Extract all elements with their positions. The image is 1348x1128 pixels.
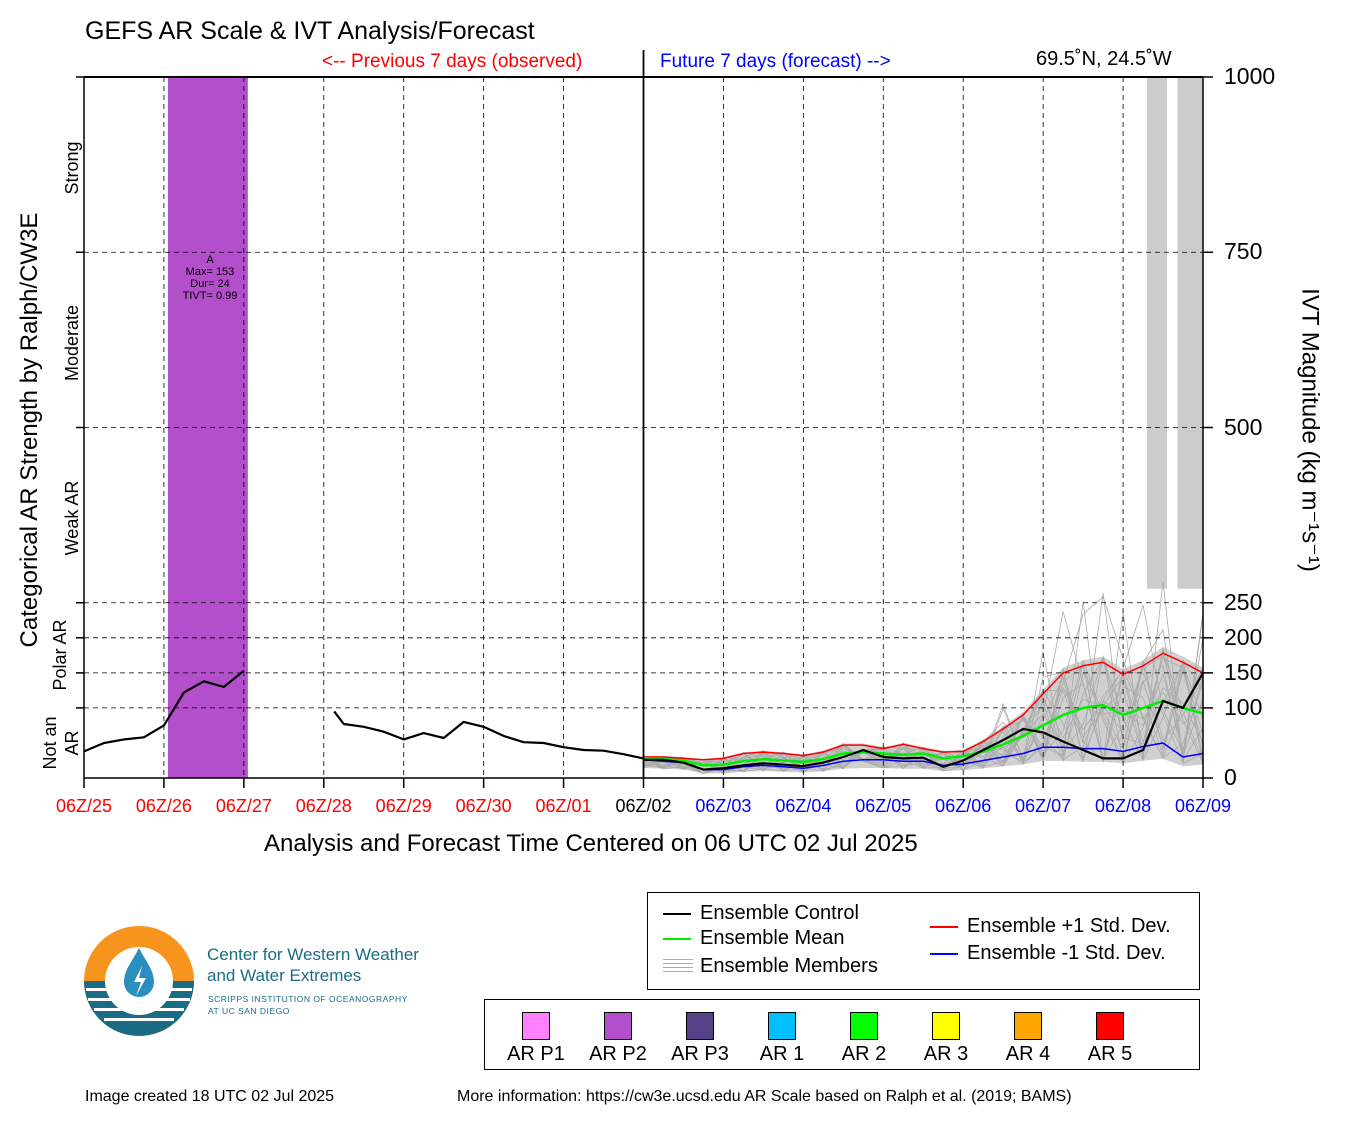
ar-scale-swatch [850,1012,878,1040]
y-tick-label: 750 [1224,238,1263,265]
series-ensemble-1-std-dev--0 [643,742,1204,771]
ar-scale-swatch [1014,1012,1042,1040]
footer-created: Image created 18 UTC 02 Jul 2025 [85,1088,335,1105]
x-tick-label: 06Z/03 [695,796,752,816]
future-period-label: Future 7 days (forecast) --> [660,51,891,72]
logo-line2: and Water Extremes [207,966,362,985]
ar-scale-swatch [686,1012,714,1040]
ar-scale-swatch [1096,1012,1124,1040]
ar-event-line4: TIVT= 0.99 [182,290,238,302]
logo-line1: Center for Western Weather [207,945,419,964]
ar-scale-legend: AR P1 AR P2 AR P3 AR 1 AR 2 AR 3 AR 4 AR 5 [484,999,1200,1070]
y-axis-label-left: Categorical AR Strength by Ralph/CW3E [16,212,43,648]
y-tick-label: 500 [1224,413,1263,440]
cw3e-logo [84,926,194,1036]
ar-scale-swatch [768,1012,796,1040]
series-ensemble-mean-0 [643,699,1204,767]
category-not-an-ar-1: Not an [40,716,60,770]
series-ensemble-control-2 [643,672,1204,771]
legend-plus-label: Ensemble +1 Std. Dev. [967,915,1171,937]
y-axis-label-right: IVT Magnitude (kg m⁻¹s⁻¹) [1296,288,1324,572]
legend-minus-label: Ensemble -1 Std. Dev. [967,942,1166,964]
category-polar: Polar AR [50,619,70,691]
ar-scale-swatch [932,1012,960,1040]
x-tick-label: 06Z/28 [295,796,352,816]
x-tick-label: 06Z/09 [1174,796,1232,816]
y-tick-label: 150 [1224,658,1263,685]
x-tick-label: 06Z/30 [455,796,512,816]
ar-scale-label: AR P3 [671,1043,729,1065]
ar-scale-swatch [522,1012,550,1040]
x-tick-label: 06Z/26 [135,796,192,816]
series-ensemble-1-std-dev--0 [643,652,1204,761]
legend-minus-line [930,953,958,955]
x-tick-label: 06Z/06 [935,796,992,816]
ensemble-member-7 [643,659,1204,774]
x-tick-label: 06Z/01 [535,796,592,816]
x-axis-label: Analysis and Forecast Time Centered on 0… [264,830,918,857]
y-tick-label: 0 [1224,764,1237,790]
location-label: 69.5˚N, 24.5˚W [1036,48,1172,70]
category-weak: Weak AR [62,480,82,556]
ar-scale-label: AR P1 [507,1043,565,1065]
chart-title: GEFS AR Scale & IVT Analysis/Forecast [85,17,535,45]
legend-mean-label: Ensemble Mean [700,927,845,949]
category-not-an-ar-2: AR [62,730,82,756]
y-tick-label: 200 [1224,623,1263,650]
ar-scale-label: AR 3 [923,1043,969,1065]
logo-line3: SCRIPPS INSTITUTION OF OCEANOGRAPHY [208,994,408,1004]
ar-event-annotation: A Max= 153 Dur= 24 TIVT= 0.99 [183,254,238,302]
y-tick-label: 250 [1224,588,1263,615]
x-tick-label: 06Z/04 [775,796,832,816]
ar-event-line2: Max= 153 [185,266,235,278]
ar-event-bar-0 [167,77,248,778]
x-tick-label: 06Z/02 [615,796,672,816]
ar-scale-label: AR 2 [841,1043,887,1065]
category-strong: Strong [62,141,82,195]
gray-bar-1 [1177,77,1203,589]
ar-event-line3: Dur= 24 [190,278,230,290]
ar-scale-label: AR 1 [759,1043,805,1065]
ensemble-member-13 [643,647,1204,774]
x-tick-label: 06Z/29 [375,796,432,816]
x-tick-label: 06Z/25 [55,796,113,816]
logo-line4: AT UC SAN DIEGO [208,1006,290,1016]
legend-control-label: Ensemble Control [700,902,859,924]
ar-scale-label: AR P2 [589,1043,647,1065]
footer-info: More information: https://cw3e.ucsd.edu … [457,1088,1072,1105]
y-tick-label: 1000 [1224,63,1276,89]
legend-mean-line [663,938,691,940]
x-tick-label: 06Z/08 [1095,796,1152,816]
legend-plus-line [930,926,958,928]
logo-subtitle: SCRIPPS INSTITUTION OF OCEANOGRAPHY AT U… [208,993,408,1017]
ar-scale-swatch [604,1012,632,1040]
legend-control-line [663,913,691,915]
x-tick-label: 06Z/05 [855,796,912,816]
x-tick-label: 06Z/07 [1015,796,1072,816]
legend-members-label: Ensemble Members [700,955,878,977]
ar-event-line1: A [206,254,214,266]
ensemble-legend: Ensemble Control Ensemble Mean Ensemble … [647,892,1200,990]
previous-period-label: <-- Previous 7 days (observed) [322,51,583,72]
y-tick-label: 100 [1224,693,1263,720]
x-tick-label: 06Z/27 [215,796,272,816]
series-ensemble-control-0 [83,669,245,753]
category-moderate: Moderate [62,304,82,382]
gray-bar-0 [1147,77,1168,589]
logo-title: Center for Western Weather and Water Ext… [207,944,419,986]
ar-scale-label: AR 4 [1005,1043,1051,1065]
legend-members-lines [663,959,693,973]
ar-scale-label: AR 5 [1087,1043,1133,1065]
series-ensemble-control-1 [333,710,644,760]
